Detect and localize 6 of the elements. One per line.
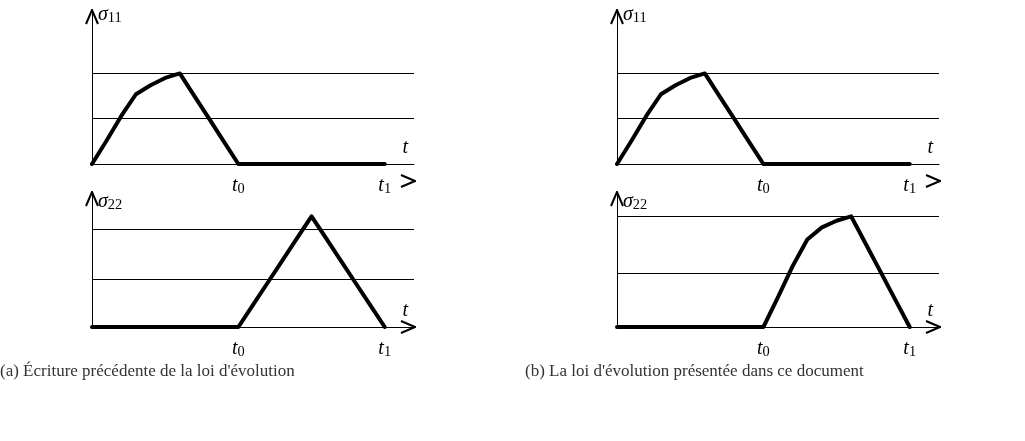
- x-axis-title: t: [927, 135, 934, 157]
- text: (a) Écriture précédente de la loi d'évolution: [0, 361, 296, 380]
- x-axis-title: t: [927, 298, 934, 320]
- x-axis-title: t: [402, 298, 409, 320]
- x-axis-title: t: [402, 135, 409, 157]
- text: (b) La loi d'évolution présentée dans ce document: [525, 361, 864, 380]
